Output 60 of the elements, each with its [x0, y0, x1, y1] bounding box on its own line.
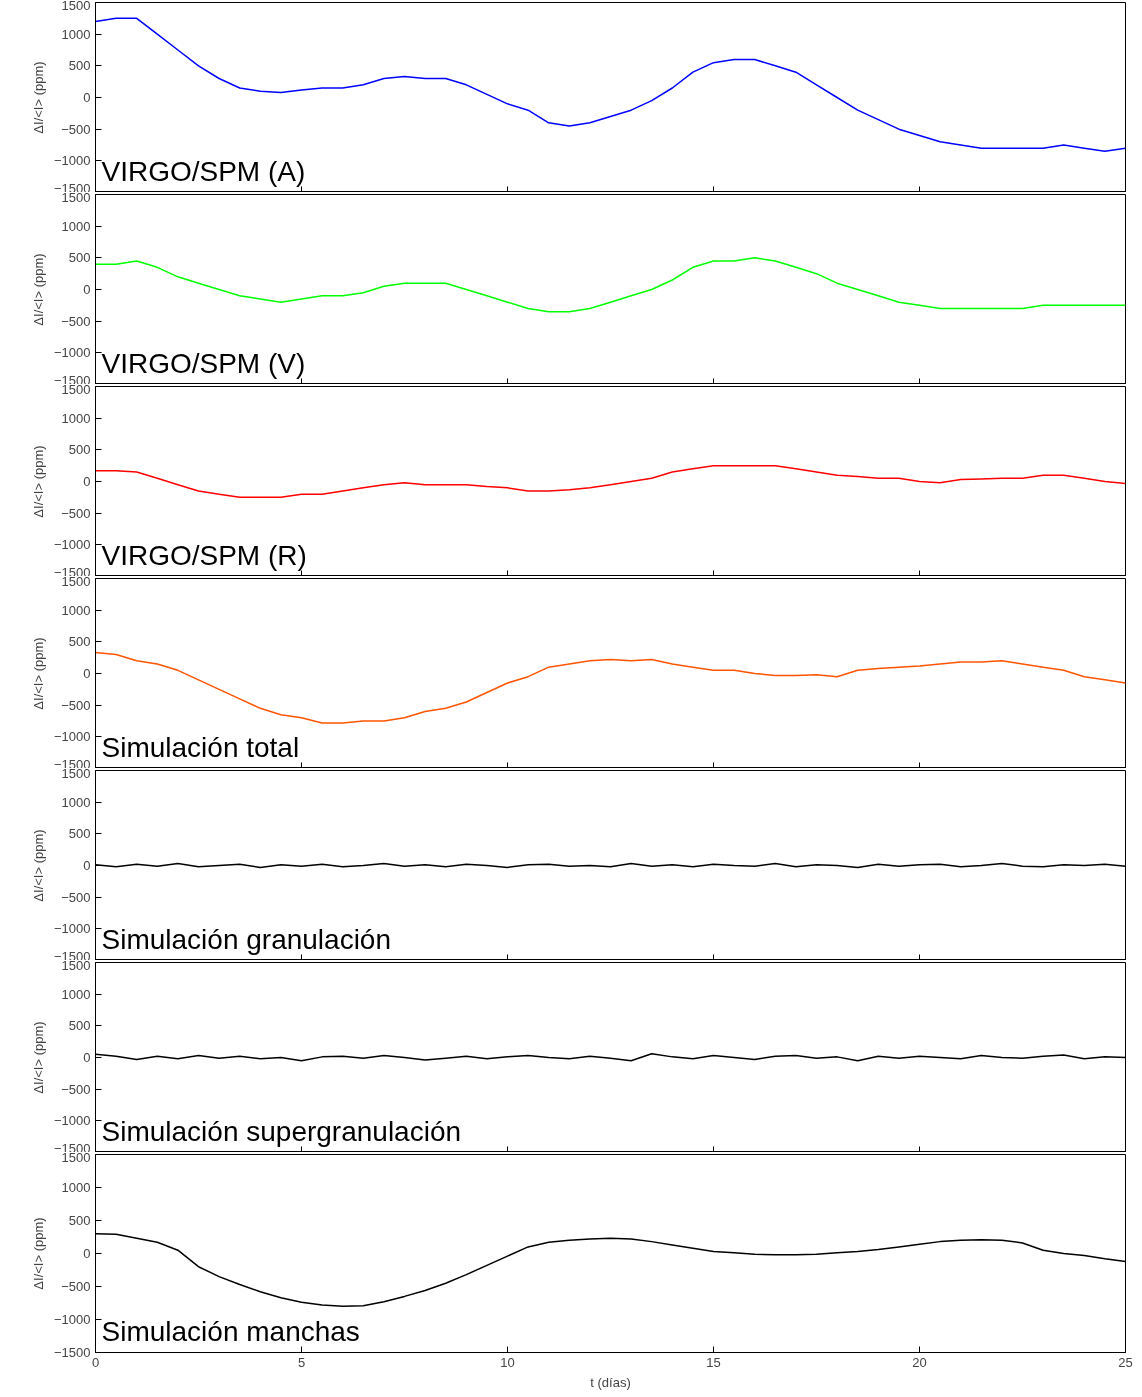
y-tick-label: −1000	[53, 537, 91, 553]
y-tick-label: −1000	[53, 921, 91, 937]
y-tick-label: −1000	[53, 729, 91, 745]
line-series	[95, 651, 1126, 724]
y-tick-label: 500	[68, 250, 91, 266]
y-tick-label: −1000	[53, 1312, 91, 1327]
y-tick-label: 1000	[61, 986, 91, 1002]
y-tick-label: −1000	[53, 1113, 91, 1129]
y-tick-label: −500	[61, 505, 91, 521]
y-tick-label: 500	[68, 826, 91, 842]
y-tick-label: 0	[83, 666, 91, 681]
y-axis-title: ΔI/<I> (ppm)	[30, 61, 46, 134]
x-tick-label: 15	[706, 1354, 721, 1370]
annotation: Simulación manchas	[101, 1315, 360, 1347]
y-tick-label: 1000	[61, 794, 91, 810]
y-axis-title: ΔI/<I> (ppm)	[30, 445, 46, 518]
y-tick-label: 500	[68, 1213, 91, 1228]
annotation: Simulación granulación	[101, 923, 392, 955]
x-tick-label: 20	[912, 1354, 927, 1370]
y-tick-label: 1000	[61, 26, 91, 42]
y-tick-label: 0	[83, 1050, 91, 1065]
x-tick-label: 25	[1118, 1354, 1133, 1370]
y-tick-label: 1500	[61, 0, 91, 13]
y-tick-label: 500	[68, 1018, 91, 1034]
y-tick-label: −500	[61, 313, 91, 329]
y-tick-label: 0	[83, 282, 91, 297]
y-tick-label: 1000	[61, 218, 91, 234]
y-tick-label: −1000	[53, 345, 91, 361]
y-tick-label: −500	[61, 1279, 91, 1294]
y-axis-title: ΔI/<I> (ppm)	[30, 1217, 46, 1290]
y-tick-label: 0	[83, 858, 91, 873]
y-tick-label: 0	[83, 1246, 91, 1261]
y-tick-label: −500	[61, 889, 91, 905]
y-tick-label: 500	[68, 58, 91, 74]
line-series	[95, 257, 1126, 313]
y-tick-label: 500	[68, 634, 91, 650]
y-tick-label: 500	[68, 442, 91, 458]
annotation: Simulación total	[101, 731, 300, 763]
y-tick-label: −500	[61, 121, 91, 137]
y-tick-label: −1500	[53, 1345, 91, 1360]
y-tick-label: −500	[61, 697, 91, 713]
y-tick-label: −1000	[53, 153, 91, 169]
x-tick-label: 10	[500, 1354, 515, 1370]
y-tick-label: 1000	[61, 1180, 91, 1195]
y-axis-title: ΔI/<I> (ppm)	[30, 637, 46, 710]
line-series	[95, 464, 1126, 499]
y-axis-title: ΔI/<I> (ppm)	[30, 253, 46, 326]
annotation: VIRGO/SPM (R)	[101, 539, 307, 571]
y-axis-title: ΔI/<I> (ppm)	[30, 1021, 46, 1094]
annotation: VIRGO/SPM (A)	[101, 155, 306, 187]
x-axis-title: t (días)	[590, 1374, 631, 1390]
y-axis-title: ΔI/<I> (ppm)	[30, 829, 46, 902]
y-tick-label: 0	[83, 90, 91, 105]
y-tick-label: −500	[61, 1081, 91, 1097]
y-tick-label: 1000	[61, 602, 91, 618]
y-tick-label: 0	[83, 474, 91, 489]
x-tick-label: 5	[297, 1354, 306, 1370]
annotation: Simulación supergranulación	[101, 1115, 462, 1147]
y-tick-label: 1000	[61, 410, 91, 426]
annotation: VIRGO/SPM (V)	[101, 347, 306, 379]
